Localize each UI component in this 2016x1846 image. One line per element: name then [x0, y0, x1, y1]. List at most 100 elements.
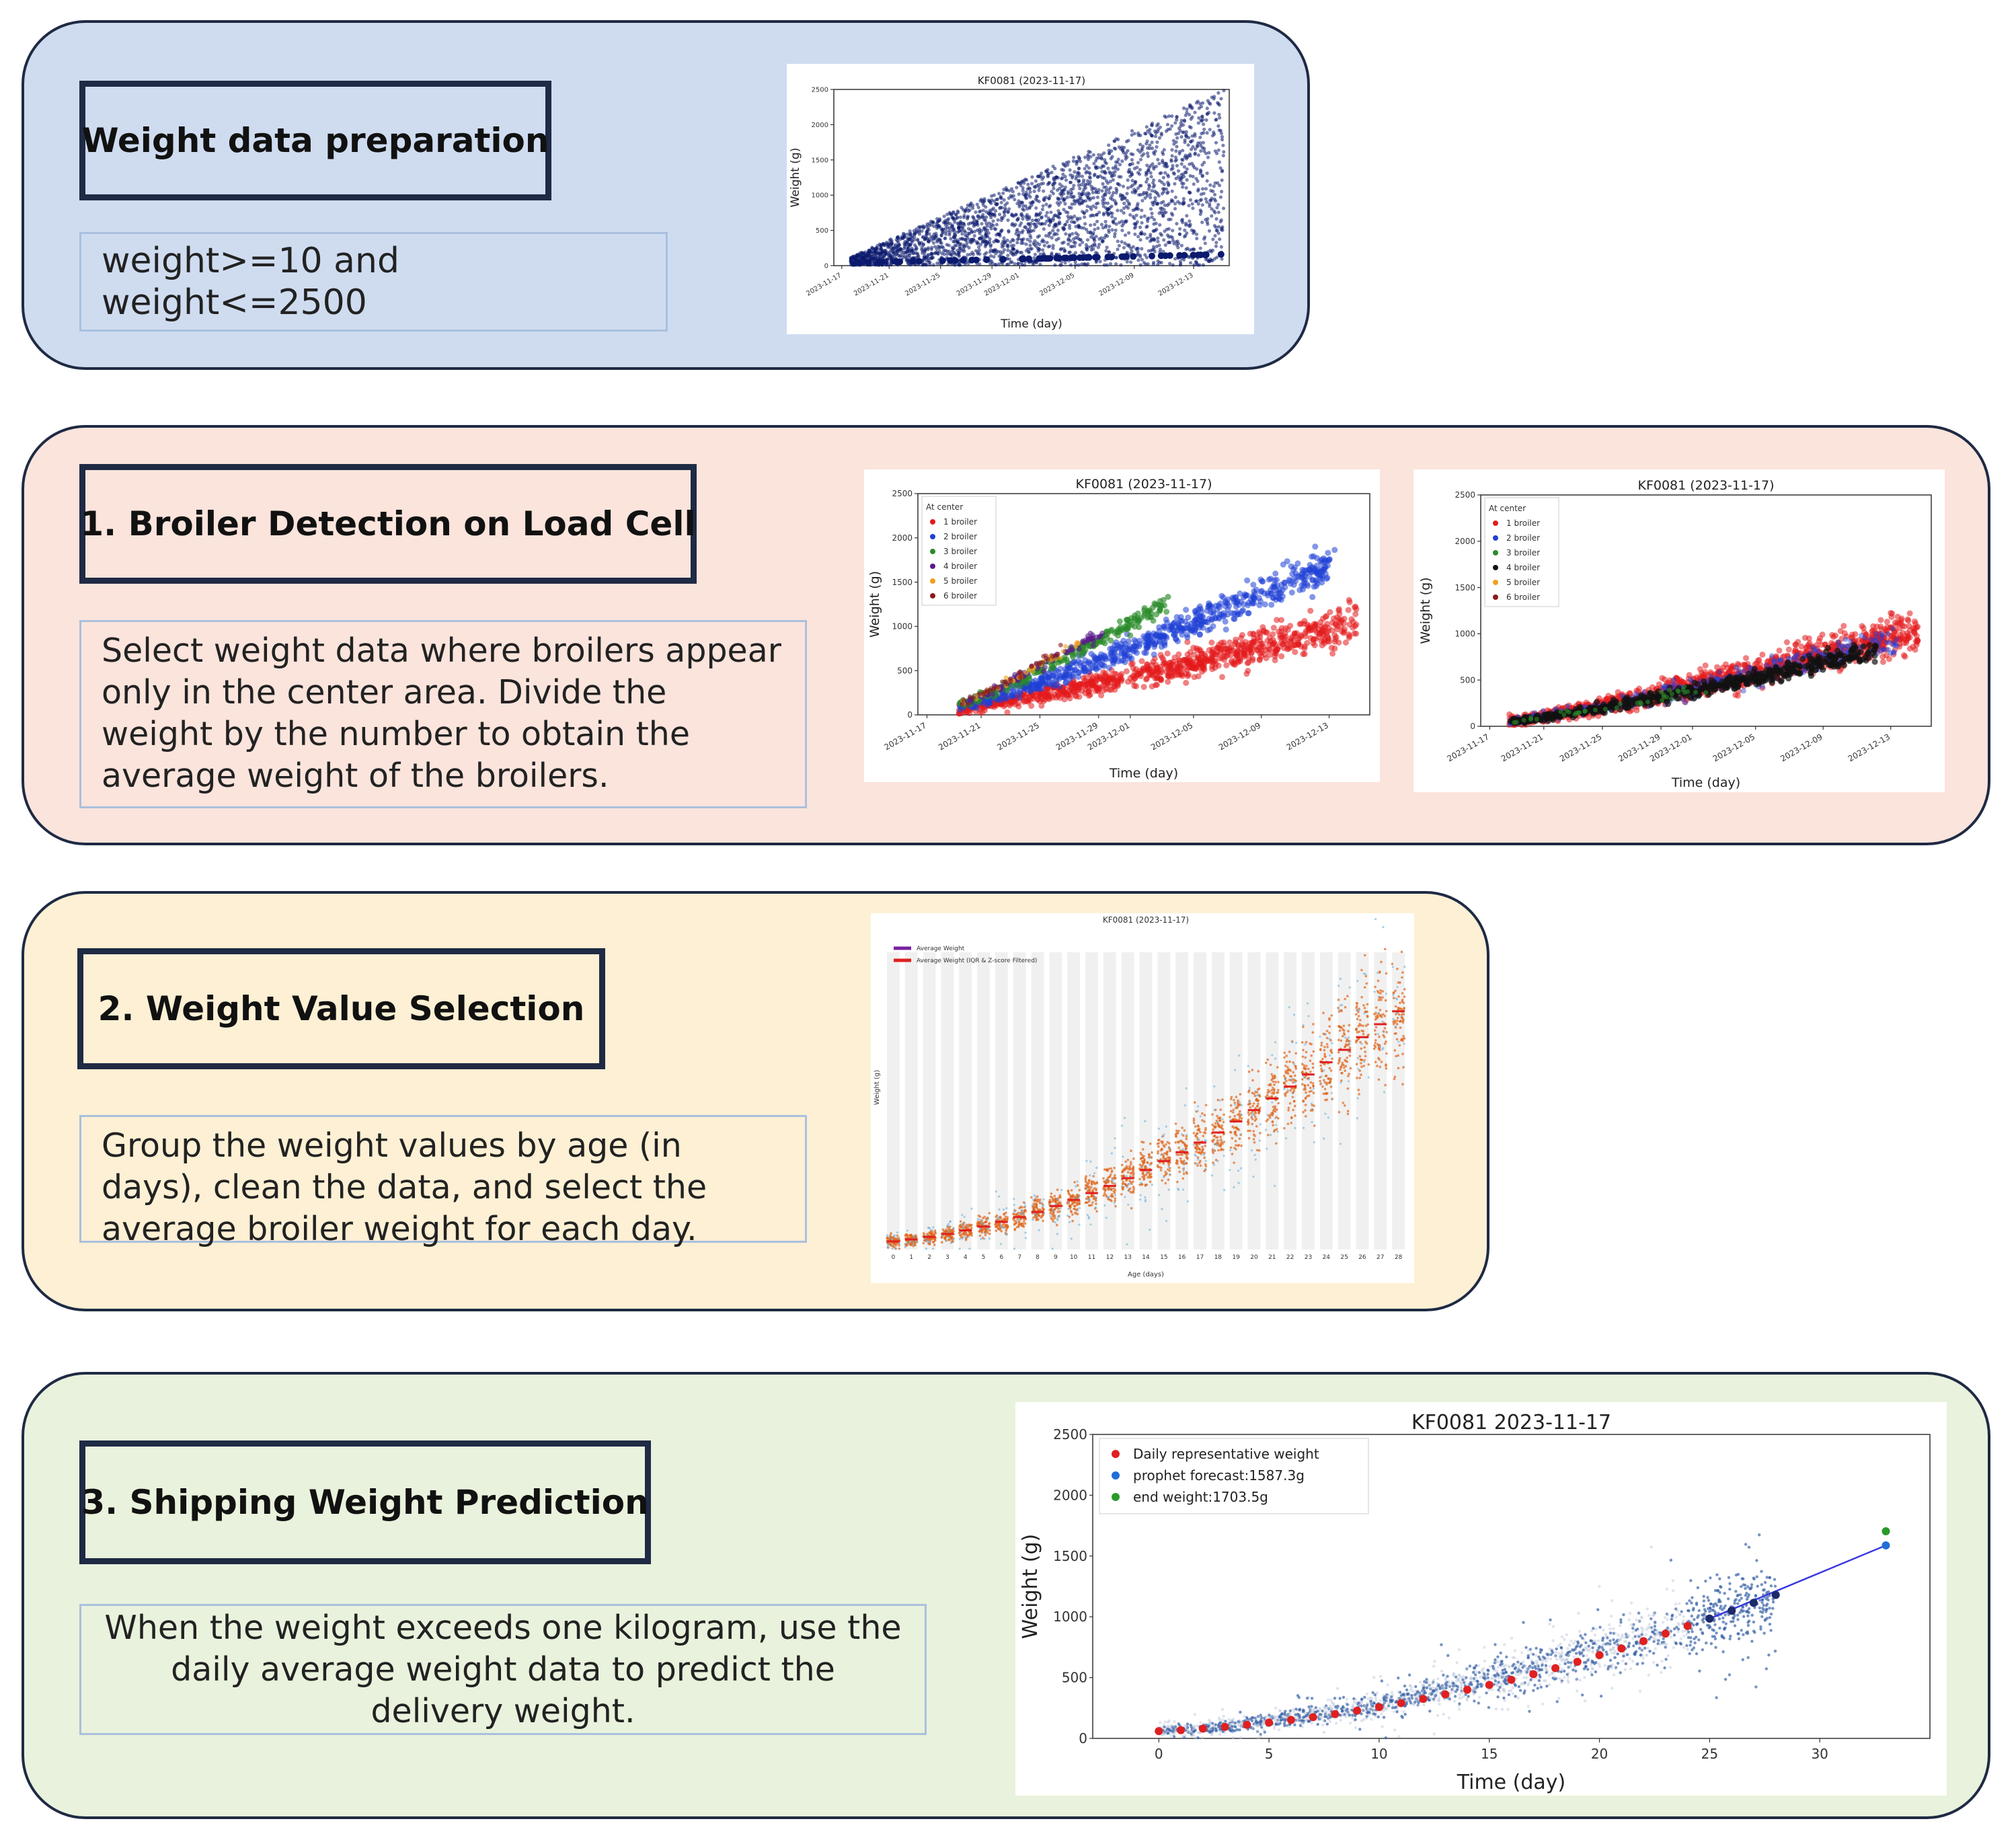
data-point	[896, 243, 900, 248]
data-point	[962, 244, 966, 248]
data-point	[1133, 232, 1137, 236]
legend-label: 5 broiler	[943, 576, 977, 586]
data-point	[1071, 232, 1075, 236]
data-point	[1020, 256, 1027, 262]
y-tick-label: 0	[1470, 722, 1475, 731]
data-point	[880, 247, 884, 252]
data-point	[1074, 225, 1078, 229]
data-point	[953, 243, 957, 247]
y-axis-label: Weight (g)	[1418, 577, 1433, 644]
data-point	[1200, 221, 1204, 225]
data-point	[1084, 243, 1088, 247]
data-point	[1108, 180, 1112, 184]
x-tick-label: 2023-11-17	[805, 272, 843, 298]
data-point	[1147, 183, 1151, 187]
data-point	[1214, 217, 1218, 221]
data-point	[1192, 607, 1199, 614]
data-point	[1080, 174, 1084, 178]
data-point	[1163, 662, 1169, 669]
data-point	[1087, 182, 1091, 186]
data-point	[1217, 112, 1221, 116]
data-point	[1114, 137, 1118, 141]
data-point	[900, 250, 904, 255]
data-point	[1139, 215, 1143, 219]
data-point	[1130, 129, 1134, 133]
data-point	[1167, 114, 1171, 118]
data-point	[1073, 251, 1078, 255]
data-point	[1198, 246, 1202, 250]
data-point	[1097, 210, 1101, 215]
data-point	[1051, 246, 1055, 250]
data-point	[971, 206, 975, 210]
data-point	[887, 241, 891, 245]
data-point	[1138, 172, 1142, 176]
data-point	[980, 222, 984, 226]
data-point	[1153, 682, 1159, 689]
data-point	[1024, 249, 1028, 253]
data-point	[1179, 162, 1184, 166]
data-point	[894, 246, 898, 250]
data-point	[1181, 196, 1186, 201]
data-point	[1116, 160, 1120, 164]
data-point	[1151, 641, 1158, 648]
data-point	[1311, 642, 1318, 648]
data-point	[997, 239, 1001, 243]
data-point	[1083, 675, 1089, 681]
data-point	[1113, 670, 1120, 677]
data-point	[1007, 230, 1011, 234]
data-point	[981, 691, 986, 697]
data-point	[1107, 250, 1111, 254]
data-point	[892, 254, 896, 258]
chart-title: KF0081 (2023-11-17)	[1637, 478, 1774, 493]
data-point	[1186, 143, 1190, 147]
data-point	[1083, 167, 1087, 171]
data-point	[906, 237, 910, 241]
data-point	[991, 262, 995, 266]
data-point	[1116, 247, 1120, 252]
data-point	[1077, 263, 1081, 267]
data-point	[1159, 231, 1163, 236]
data-point	[1145, 236, 1149, 240]
data-point	[1106, 181, 1110, 185]
data-point	[1329, 650, 1336, 657]
data-point	[1025, 196, 1029, 200]
data-point	[1124, 219, 1128, 223]
data-point	[1083, 215, 1087, 219]
data-point	[1161, 639, 1168, 646]
data-point	[1197, 106, 1201, 110]
data-point	[1160, 180, 1164, 184]
data-point	[1182, 119, 1187, 123]
data-point	[1196, 121, 1200, 125]
data-point	[1093, 254, 1101, 261]
data-point	[1089, 214, 1093, 218]
data-point	[1307, 566, 1313, 573]
data-point	[1054, 175, 1058, 180]
data-point	[1205, 179, 1209, 183]
data-point	[1053, 681, 1060, 688]
data-point	[1040, 222, 1044, 226]
data-point	[1141, 607, 1148, 613]
data-point	[1062, 198, 1066, 202]
data-point	[1112, 683, 1118, 690]
data-point	[1319, 579, 1325, 586]
data-point	[902, 247, 906, 251]
data-point	[1273, 650, 1280, 657]
data-point	[1025, 187, 1030, 191]
data-point	[1130, 172, 1134, 176]
data-point	[949, 253, 953, 257]
data-point	[932, 232, 936, 236]
data-point	[1171, 235, 1175, 240]
data-point	[1170, 189, 1174, 193]
data-point	[1011, 237, 1015, 241]
data-point	[1156, 262, 1160, 266]
data-point	[1199, 118, 1203, 122]
data-point	[1011, 222, 1015, 226]
data-point	[1025, 237, 1030, 241]
data-point	[961, 226, 965, 230]
data-point	[1216, 231, 1220, 235]
data-point	[1166, 128, 1170, 132]
data-point	[1003, 675, 1009, 681]
data-point	[1266, 642, 1273, 648]
data-point	[1212, 209, 1216, 213]
data-point	[1120, 224, 1124, 228]
